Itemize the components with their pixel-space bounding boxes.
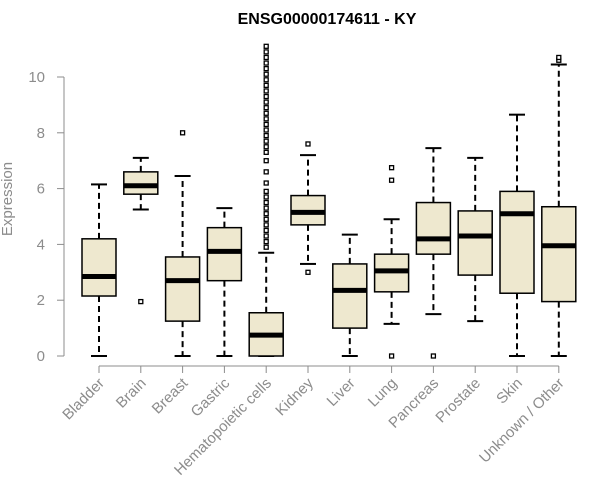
- box-body: [332, 263, 368, 329]
- outlier-point: [263, 105, 269, 111]
- outlier-point: [263, 144, 269, 150]
- box-body: [81, 238, 117, 297]
- x-tick-label: Bladder: [59, 375, 108, 424]
- box-unknown-other: [541, 54, 577, 357]
- outlier-point: [388, 353, 395, 359]
- y-tick-label: 2: [37, 292, 45, 309]
- outlier-point: [263, 169, 269, 175]
- outlier-point: [263, 149, 269, 155]
- outlier-point: [263, 238, 269, 245]
- y-axis-label: Expression: [0, 162, 16, 236]
- box-kidney: [290, 141, 326, 275]
- box-body: [164, 256, 201, 322]
- outlier-point: [263, 180, 269, 186]
- y-tick-label: 6: [37, 181, 45, 198]
- box-skin: [499, 113, 535, 357]
- outlier-point: [263, 205, 269, 211]
- y-tick-label: 10: [28, 69, 45, 86]
- x-tick-label: Kidney: [272, 374, 317, 419]
- outlier-point: [263, 49, 269, 55]
- outlier-point: [263, 211, 269, 217]
- outlier-point: [263, 199, 269, 206]
- box-body: [123, 171, 159, 195]
- outlier-point: [179, 130, 186, 136]
- outlier-point: [263, 158, 269, 164]
- outlier-point: [263, 99, 269, 105]
- box-bladder: [81, 183, 117, 357]
- box-series: [81, 43, 577, 359]
- x-tick-label: Brain: [113, 375, 150, 412]
- box-breast: [164, 130, 201, 357]
- box-liver: [332, 233, 368, 357]
- box-gastric: [206, 207, 243, 357]
- box-lung: [373, 165, 410, 359]
- outlier-point: [263, 233, 269, 239]
- outlier-point: [263, 71, 269, 77]
- chart-title: ENSG00000174611 - KY: [238, 11, 417, 28]
- outlier-point: [305, 269, 311, 275]
- outlier-point: [263, 188, 269, 195]
- outlier-point: [263, 132, 269, 139]
- y-axis: 0 2 4 6 8 10: [28, 69, 65, 365]
- box-brain: [123, 156, 159, 305]
- y-tick-label: 4: [37, 236, 45, 253]
- outlier-point: [263, 54, 269, 61]
- outlier-point: [305, 141, 311, 147]
- outlier-point: [263, 227, 269, 234]
- outlier-point: [263, 194, 269, 200]
- x-tick-label: Lung: [365, 375, 401, 411]
- x-tick-label: Liver: [324, 375, 359, 410]
- x-tick-label: Prostate: [432, 375, 484, 427]
- outlier-point: [388, 165, 395, 171]
- outlier-point: [263, 60, 269, 66]
- outlier-point: [263, 43, 269, 49]
- box-body: [415, 201, 452, 255]
- outlier-point: [263, 110, 269, 116]
- outlier-point: [263, 138, 269, 144]
- box-body: [206, 226, 243, 282]
- x-tick-label: Breast: [149, 374, 192, 417]
- outlier-point: [263, 77, 269, 83]
- outlier-point: [556, 54, 562, 61]
- outlier-point: [263, 127, 269, 133]
- box-body: [499, 190, 535, 294]
- box-hematopoietic-cells: [248, 43, 284, 357]
- outlier-point: [263, 116, 269, 122]
- x-tick-label: Skin: [493, 375, 526, 408]
- box-body: [457, 210, 493, 276]
- outlier-point: [263, 65, 269, 72]
- box-pancreas: [415, 147, 452, 359]
- outlier-point: [263, 216, 269, 222]
- box-body: [541, 205, 577, 303]
- y-tick-label: 0: [37, 348, 45, 365]
- y-tick-label: 8: [37, 125, 45, 142]
- outlier-point: [263, 121, 269, 128]
- outlier-point: [263, 93, 269, 100]
- outlier-point: [388, 177, 395, 183]
- outlier-point: [263, 244, 269, 250]
- box-prostate: [457, 156, 493, 323]
- outlier-point: [263, 222, 269, 228]
- outlier-point: [263, 82, 269, 89]
- outlier-point: [430, 353, 437, 359]
- outlier-point: [263, 88, 269, 94]
- outlier-point: [138, 298, 144, 305]
